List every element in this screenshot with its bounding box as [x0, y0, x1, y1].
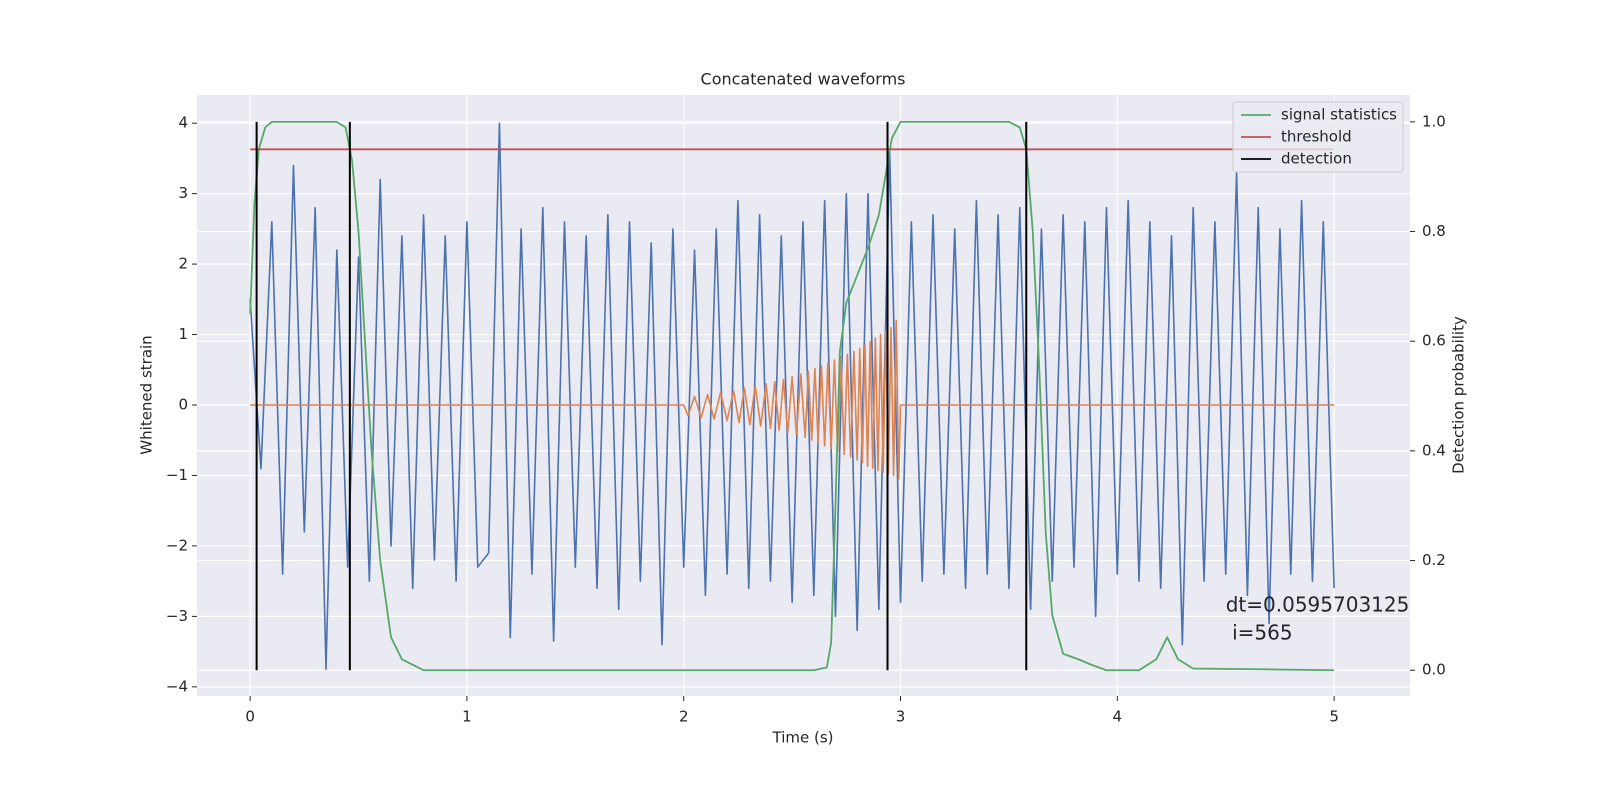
legend: signal statistics threshold detection: [1232, 101, 1404, 173]
x-tick-label: 4: [1113, 708, 1123, 726]
legend-label: signal statistics: [1281, 106, 1397, 124]
y2-tick-label: 0.0: [1422, 661, 1446, 679]
x-tick-label: 5: [1329, 708, 1339, 726]
y-tick-label: 0: [178, 396, 188, 414]
x-axis-label: Time (s): [772, 729, 834, 747]
y-axis-label: Whitened strain: [138, 335, 156, 454]
waveform-line: [250, 319, 1335, 480]
y2-tick-label: 0.6: [1422, 332, 1446, 350]
y-tick-label: 4: [178, 114, 188, 132]
plot-area: [249, 120, 1335, 672]
y-tick-label: 1: [178, 325, 188, 343]
y2-tick-label: 0.2: [1422, 551, 1446, 569]
y2-axis-label: Detection probability: [1450, 316, 1468, 474]
y-tick-label: 3: [178, 184, 188, 202]
plot-background: [197, 95, 1410, 696]
x-tick-label: 2: [679, 708, 689, 726]
y-tick-label: −2: [166, 536, 188, 554]
legend-box: [1232, 101, 1404, 173]
legend-label: detection: [1281, 150, 1352, 168]
x-tick-label: 0: [245, 708, 255, 726]
legend-label: threshold: [1281, 128, 1352, 146]
y-tick-label: −3: [166, 607, 188, 625]
y-tick-label: 2: [178, 255, 188, 273]
y2-tick-label: 0.4: [1422, 441, 1446, 459]
x-tick-label: 3: [896, 708, 906, 726]
annotation: i=565: [1226, 620, 1293, 644]
chart-title: Concatenated waveforms: [701, 70, 906, 89]
waveform-line: [249, 122, 1335, 671]
annotation: dt=0.0595703125: [1226, 592, 1410, 616]
y2-tick-label: 0.8: [1422, 222, 1446, 240]
x-tick-label: 1: [462, 708, 472, 726]
y2-tick-label: 1.0: [1422, 112, 1446, 130]
y-tick-label: −4: [166, 677, 188, 695]
y-tick-label: −1: [166, 466, 188, 484]
